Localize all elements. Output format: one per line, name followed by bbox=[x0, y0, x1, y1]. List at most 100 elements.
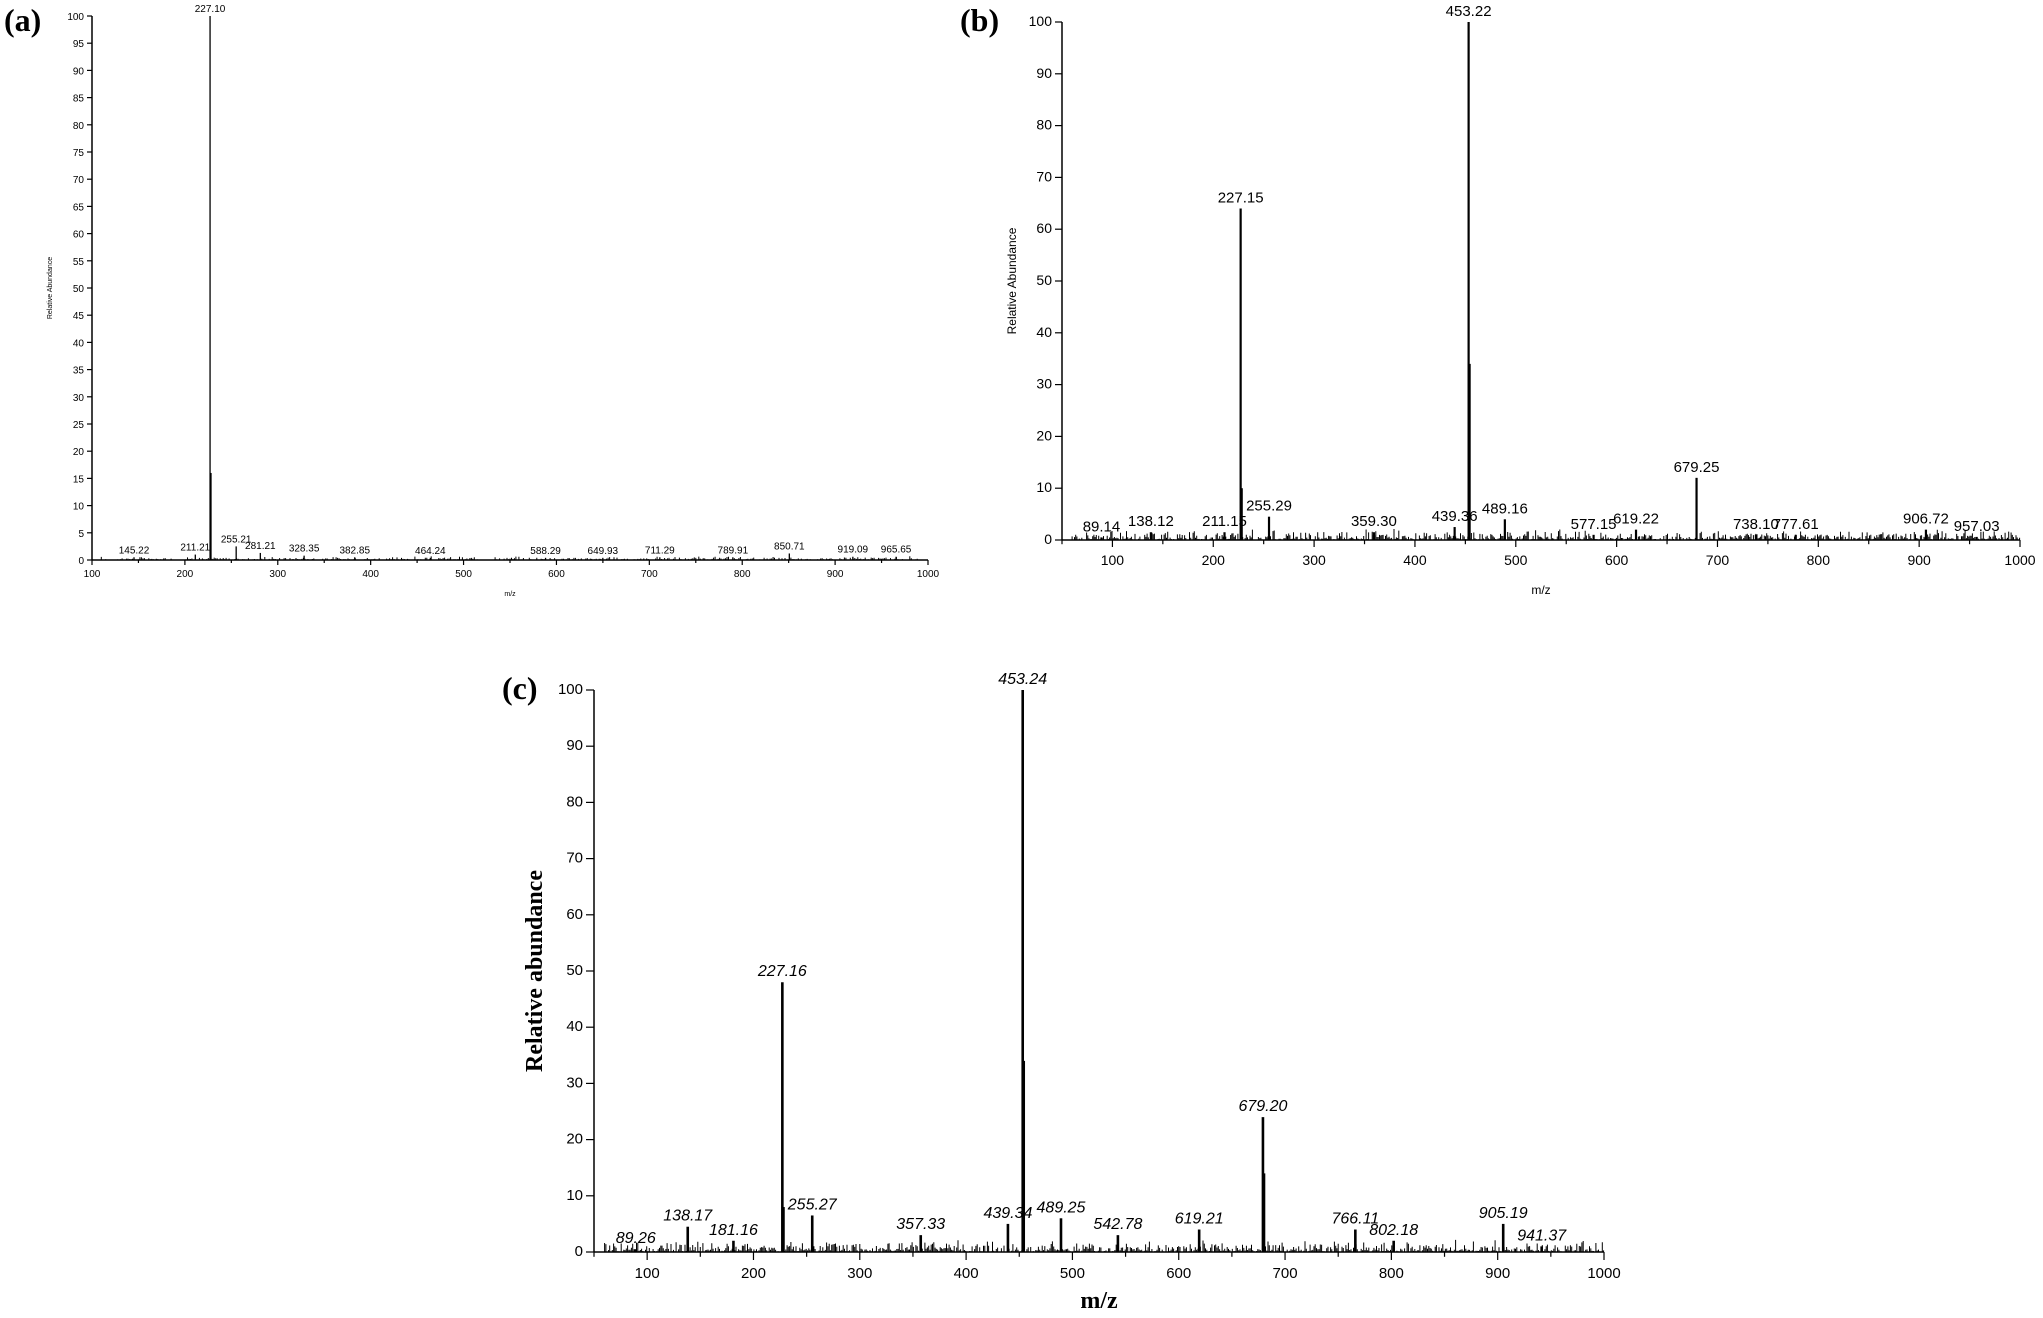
peak-label: 211.15 bbox=[1202, 513, 1247, 530]
x-tick-label: 200 bbox=[1202, 552, 1226, 568]
peak-label: 255.27 bbox=[787, 1196, 838, 1213]
y-tick-label: 90 bbox=[1036, 65, 1052, 81]
peak-label: 957.03 bbox=[1954, 518, 2000, 535]
x-tick-label: 500 bbox=[1060, 1265, 1085, 1282]
baseline-noise bbox=[1071, 529, 2021, 540]
panel-b-label: (b) bbox=[960, 2, 1000, 38]
spectrum-b: 0 10 20 30 40 50 60 70 80 90 100 100 200 300 400 500 600… bbox=[1005, 3, 2036, 597]
peak-label: 281.21 bbox=[245, 541, 276, 552]
baseline-noise bbox=[100, 556, 926, 560]
y-tick-label: 70 bbox=[566, 850, 583, 867]
y-tick-label: 35 bbox=[73, 366, 85, 377]
y-tick-label: 55 bbox=[73, 257, 85, 268]
peak-label: 588.29 bbox=[530, 546, 561, 557]
x-tick-label: 800 bbox=[1379, 1265, 1404, 1282]
y-tick-label: 70 bbox=[1036, 168, 1052, 184]
y-tick-label: 100 bbox=[558, 681, 583, 698]
x-tick-label: 200 bbox=[177, 569, 194, 580]
peak-label: 382.85 bbox=[339, 545, 370, 556]
x-tick-label: 400 bbox=[1403, 552, 1427, 568]
y-tick-label: 25 bbox=[73, 420, 85, 431]
x-tick-label: 800 bbox=[734, 569, 751, 580]
y-tick-label: 45 bbox=[73, 311, 85, 322]
x-tick-label: 900 bbox=[827, 569, 844, 580]
peak-label: 439.36 bbox=[1432, 508, 1478, 525]
panel-a-label: (a) bbox=[4, 2, 42, 38]
x-tick-label: 500 bbox=[1504, 552, 1528, 568]
peak-label: 227.10 bbox=[195, 4, 226, 15]
peak-label: 255.29 bbox=[1246, 498, 1292, 515]
y-tick-label: 5 bbox=[78, 529, 84, 540]
y-tick-label: 15 bbox=[73, 474, 85, 485]
y-tick-label: 100 bbox=[67, 12, 84, 23]
y-tick-label: 50 bbox=[566, 962, 583, 979]
peak-label: 89.14 bbox=[1083, 518, 1121, 535]
y-tick-label: 95 bbox=[73, 39, 85, 50]
peak-label: 649.93 bbox=[588, 546, 619, 557]
peak-label: 619.21 bbox=[1175, 1211, 1224, 1228]
peak-label: 211.21 bbox=[180, 543, 210, 554]
peak-label: 905.19 bbox=[1479, 1205, 1528, 1222]
x-tick-label: 1000 bbox=[917, 569, 940, 580]
peak-label: 711.29 bbox=[645, 545, 675, 556]
y-tick-label: 100 bbox=[1029, 13, 1053, 29]
peak-label: 489.16 bbox=[1482, 500, 1528, 517]
panel-c-label: (c) bbox=[502, 670, 538, 706]
x-tick-label: 900 bbox=[1485, 1265, 1510, 1282]
x-tick-label: 400 bbox=[362, 569, 379, 580]
y-tick-label: 0 bbox=[1044, 531, 1052, 547]
peak-label: 255.21 bbox=[221, 534, 252, 545]
peak-label: 619.22 bbox=[1613, 511, 1659, 528]
peak-label: 328.35 bbox=[289, 544, 320, 555]
x-tick-label: 600 bbox=[1605, 552, 1629, 568]
x-axis-title: m/z bbox=[504, 591, 516, 598]
x-tick-label: 400 bbox=[954, 1265, 979, 1282]
x-tick-label: 900 bbox=[1907, 552, 1931, 568]
y-tick-label: 20 bbox=[1036, 427, 1052, 443]
y-tick-label: 10 bbox=[566, 1187, 583, 1204]
x-tick-label: 300 bbox=[1302, 552, 1326, 568]
y-tick-label: 30 bbox=[73, 393, 85, 404]
y-tick-label: 80 bbox=[73, 121, 85, 132]
x-tick-label: 200 bbox=[741, 1265, 766, 1282]
peak-label: 453.22 bbox=[1446, 3, 1492, 20]
x-tick-label: 700 bbox=[1273, 1265, 1298, 1282]
peak-label: 679.25 bbox=[1674, 459, 1720, 476]
peak-label: 89.26 bbox=[616, 1230, 656, 1247]
peak-label: 965.65 bbox=[881, 545, 912, 556]
y-tick-label: 40 bbox=[1036, 324, 1052, 340]
peak-label: 464.24 bbox=[415, 546, 446, 557]
x-tick-label: 600 bbox=[1166, 1265, 1191, 1282]
peak-label: 227.15 bbox=[1218, 189, 1264, 206]
x-axis-title: m/z bbox=[1080, 1288, 1118, 1314]
x-tick-label: 800 bbox=[1807, 552, 1831, 568]
y-axis-title: Relative Abundance bbox=[47, 257, 54, 319]
y-tick-label: 0 bbox=[575, 1243, 583, 1260]
peak-label: 145.22 bbox=[119, 545, 150, 556]
peak-label: 919.09 bbox=[838, 545, 869, 556]
y-tick-label: 60 bbox=[1036, 220, 1052, 236]
peak-label: 453.24 bbox=[998, 671, 1047, 688]
peak-label: 802.18 bbox=[1369, 1222, 1418, 1239]
y-tick-label: 70 bbox=[73, 175, 85, 186]
peak-label: 138.17 bbox=[663, 1208, 713, 1225]
x-tick-label: 300 bbox=[269, 569, 286, 580]
y-tick-label: 60 bbox=[73, 230, 85, 241]
x-tick-label: 1000 bbox=[2004, 552, 2035, 568]
spectrum-c: 0 10 20 30 40 50 60 70 80 90 100 100 200 300 400 500 600… bbox=[522, 671, 1621, 1314]
y-tick-label: 50 bbox=[73, 284, 85, 295]
y-tick-label: 20 bbox=[73, 447, 85, 458]
peak-label: 906.72 bbox=[1903, 511, 1949, 528]
peak-label: 738.10 bbox=[1733, 516, 1779, 533]
peak-label: 359.30 bbox=[1351, 513, 1397, 530]
peak-label: 227.16 bbox=[757, 963, 807, 980]
peak-label: 766.11 bbox=[1331, 1211, 1379, 1228]
peak-label: 489.25 bbox=[1037, 1199, 1086, 1216]
y-axis-title: Relative abundance bbox=[522, 870, 548, 1072]
peak-label: 941.37 bbox=[1517, 1227, 1567, 1244]
peak-label: 850.71 bbox=[774, 541, 805, 552]
peak-label: 789.91 bbox=[718, 545, 749, 556]
y-tick-label: 10 bbox=[1036, 479, 1052, 495]
y-tick-label: 40 bbox=[566, 1018, 583, 1035]
